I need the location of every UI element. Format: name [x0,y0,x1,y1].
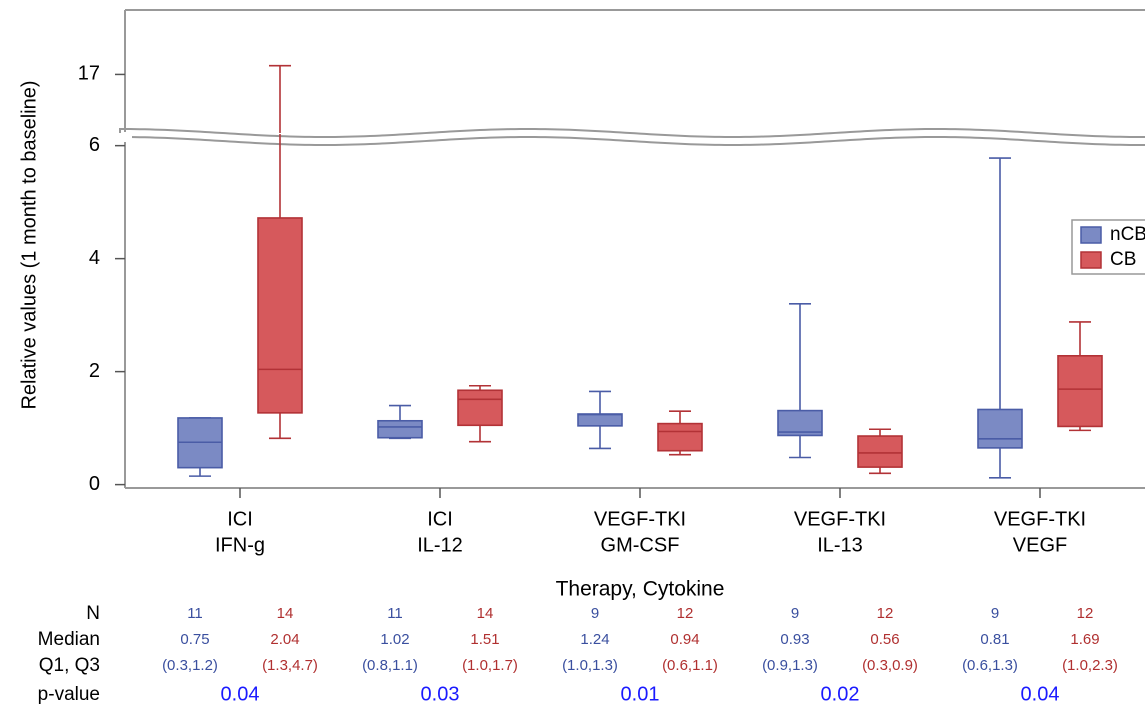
table-n: 12 [677,605,694,622]
table-p-value: 0.03 [421,683,460,705]
table-median: 1.69 [1070,631,1099,648]
box [857,435,903,468]
x-tick-label: IL-12 [417,534,463,556]
table-n: 11 [187,605,203,622]
box [657,422,703,452]
table-row-label: Q1, Q3 [39,655,100,676]
legend-label: nCB [1110,224,1145,245]
table-n: 9 [591,605,599,622]
y-tick-label: 2 [89,360,100,382]
table-row-label: Median [38,629,100,650]
table-median: 2.04 [270,631,299,648]
table-q1-q3: (1.3,4.7) [262,657,318,674]
table-median: 0.94 [670,631,699,648]
y-tick-label: 6 [89,134,100,156]
axis-break-gap [118,134,132,141]
table-n: 14 [477,605,494,622]
table-n: 9 [791,605,799,622]
x-axis-label: Therapy, Cytokine [556,578,725,601]
x-tick-label: ICI [427,508,453,530]
table-q1-q3: (0.6,1.3) [962,657,1018,674]
x-tick-label: VEGF-TKI [994,508,1086,530]
table-q1-q3: (1.0,1.7) [462,657,518,674]
table-q1-q3: (0.3,0.9) [862,657,918,674]
table-row-label: N [86,603,100,624]
table-median: 0.81 [980,631,1009,648]
table-row-label: p-value [38,684,100,705]
x-tick-label: VEGF-TKI [594,508,686,530]
y-tick-label: 0 [89,473,100,495]
table-q1-q3: (0.3,1.2) [162,657,218,674]
box [457,389,503,427]
box [257,217,303,414]
table-q1-q3: (0.9,1.3) [762,657,818,674]
table-median: 1.24 [580,631,609,648]
y-axis-label: Relative values (1 month to baseline) [18,80,40,409]
table-median: 0.56 [870,631,899,648]
table-q1-q3: (0.6,1.1) [662,657,718,674]
table-p-value: 0.01 [621,683,660,705]
x-tick-label: IL-13 [817,534,863,556]
x-tick-label: VEGF-TKI [794,508,886,530]
x-tick-label: ICI [227,508,253,530]
table-q1-q3: (1.0,1.3) [562,657,618,674]
table-n: 12 [877,605,894,622]
table-p-value: 0.04 [221,683,260,705]
x-tick-label: VEGF [1013,534,1067,556]
table-p-value: 0.04 [1021,683,1060,705]
table-median: 0.75 [180,631,209,648]
legend-swatch [1080,251,1102,269]
table-n: 14 [277,605,294,622]
table-q1-q3: (1.0,2.3) [1062,657,1118,674]
box [977,408,1023,449]
box [377,419,423,439]
y-tick-label: 17 [78,63,100,85]
y-tick-label: 4 [89,247,100,269]
legend-swatch [1080,226,1102,244]
table-median: 0.93 [780,631,809,648]
table-median: 1.51 [470,631,499,648]
box [577,413,623,427]
table-n: 9 [991,605,999,622]
legend-label: CB [1110,249,1136,270]
axis-break [119,127,1145,139]
x-tick-label: GM-CSF [601,534,680,556]
box [1057,355,1103,428]
table-median: 1.02 [380,631,409,648]
table-p-value: 0.02 [821,683,860,705]
table-n: 12 [1077,605,1094,622]
x-tick-label: IFN-g [215,534,265,556]
axis-break [119,135,1145,147]
table-q1-q3: (0.8,1.1) [362,657,418,674]
table-n: 11 [387,605,403,622]
